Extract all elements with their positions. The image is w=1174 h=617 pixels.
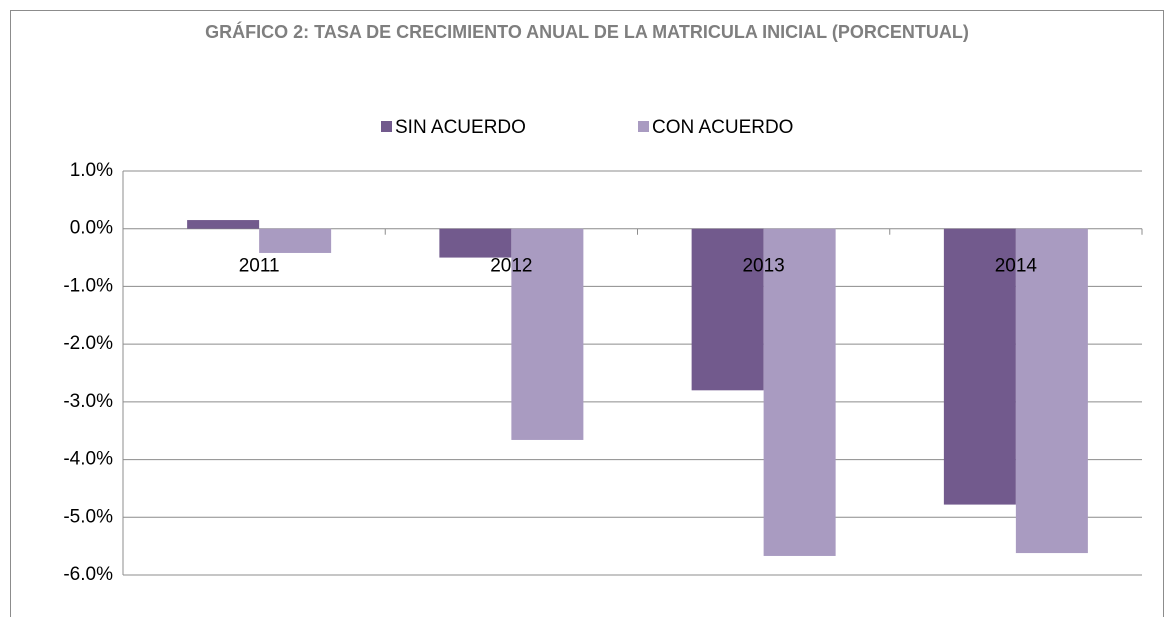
x-tick-label: 2012	[490, 256, 532, 277]
bar	[187, 220, 260, 229]
legend-swatch	[381, 121, 392, 132]
x-tick-label: 2011	[239, 256, 280, 277]
x-tick-label: 2014	[995, 256, 1038, 277]
bar	[763, 228, 836, 556]
y-tick-label: -5.0%	[63, 506, 113, 527]
y-tick-label: -6.0%	[63, 564, 113, 585]
bar	[1015, 228, 1088, 554]
legend-label: CON ACUERDO	[652, 117, 793, 138]
y-tick-label: -2.0%	[63, 333, 113, 354]
legend-swatch	[638, 121, 649, 132]
x-tick-label: 2013	[742, 256, 784, 277]
y-tick-label: -4.0%	[63, 449, 113, 470]
bar	[943, 228, 1016, 505]
y-tick-label: -1.0%	[63, 275, 113, 296]
bar	[691, 228, 764, 391]
y-tick-label: 1.0%	[70, 160, 113, 181]
bar	[511, 228, 584, 440]
y-tick-label: -3.0%	[63, 391, 113, 412]
bar	[439, 228, 512, 258]
chart-frame	[10, 10, 1164, 617]
legend-label: SIN ACUERDO	[395, 117, 526, 138]
bar	[259, 228, 332, 253]
chart-title: GRÁFICO 2: TASA DE CRECIMIENTO ANUAL DE …	[205, 22, 969, 42]
y-tick-label: 0.0%	[70, 218, 113, 239]
